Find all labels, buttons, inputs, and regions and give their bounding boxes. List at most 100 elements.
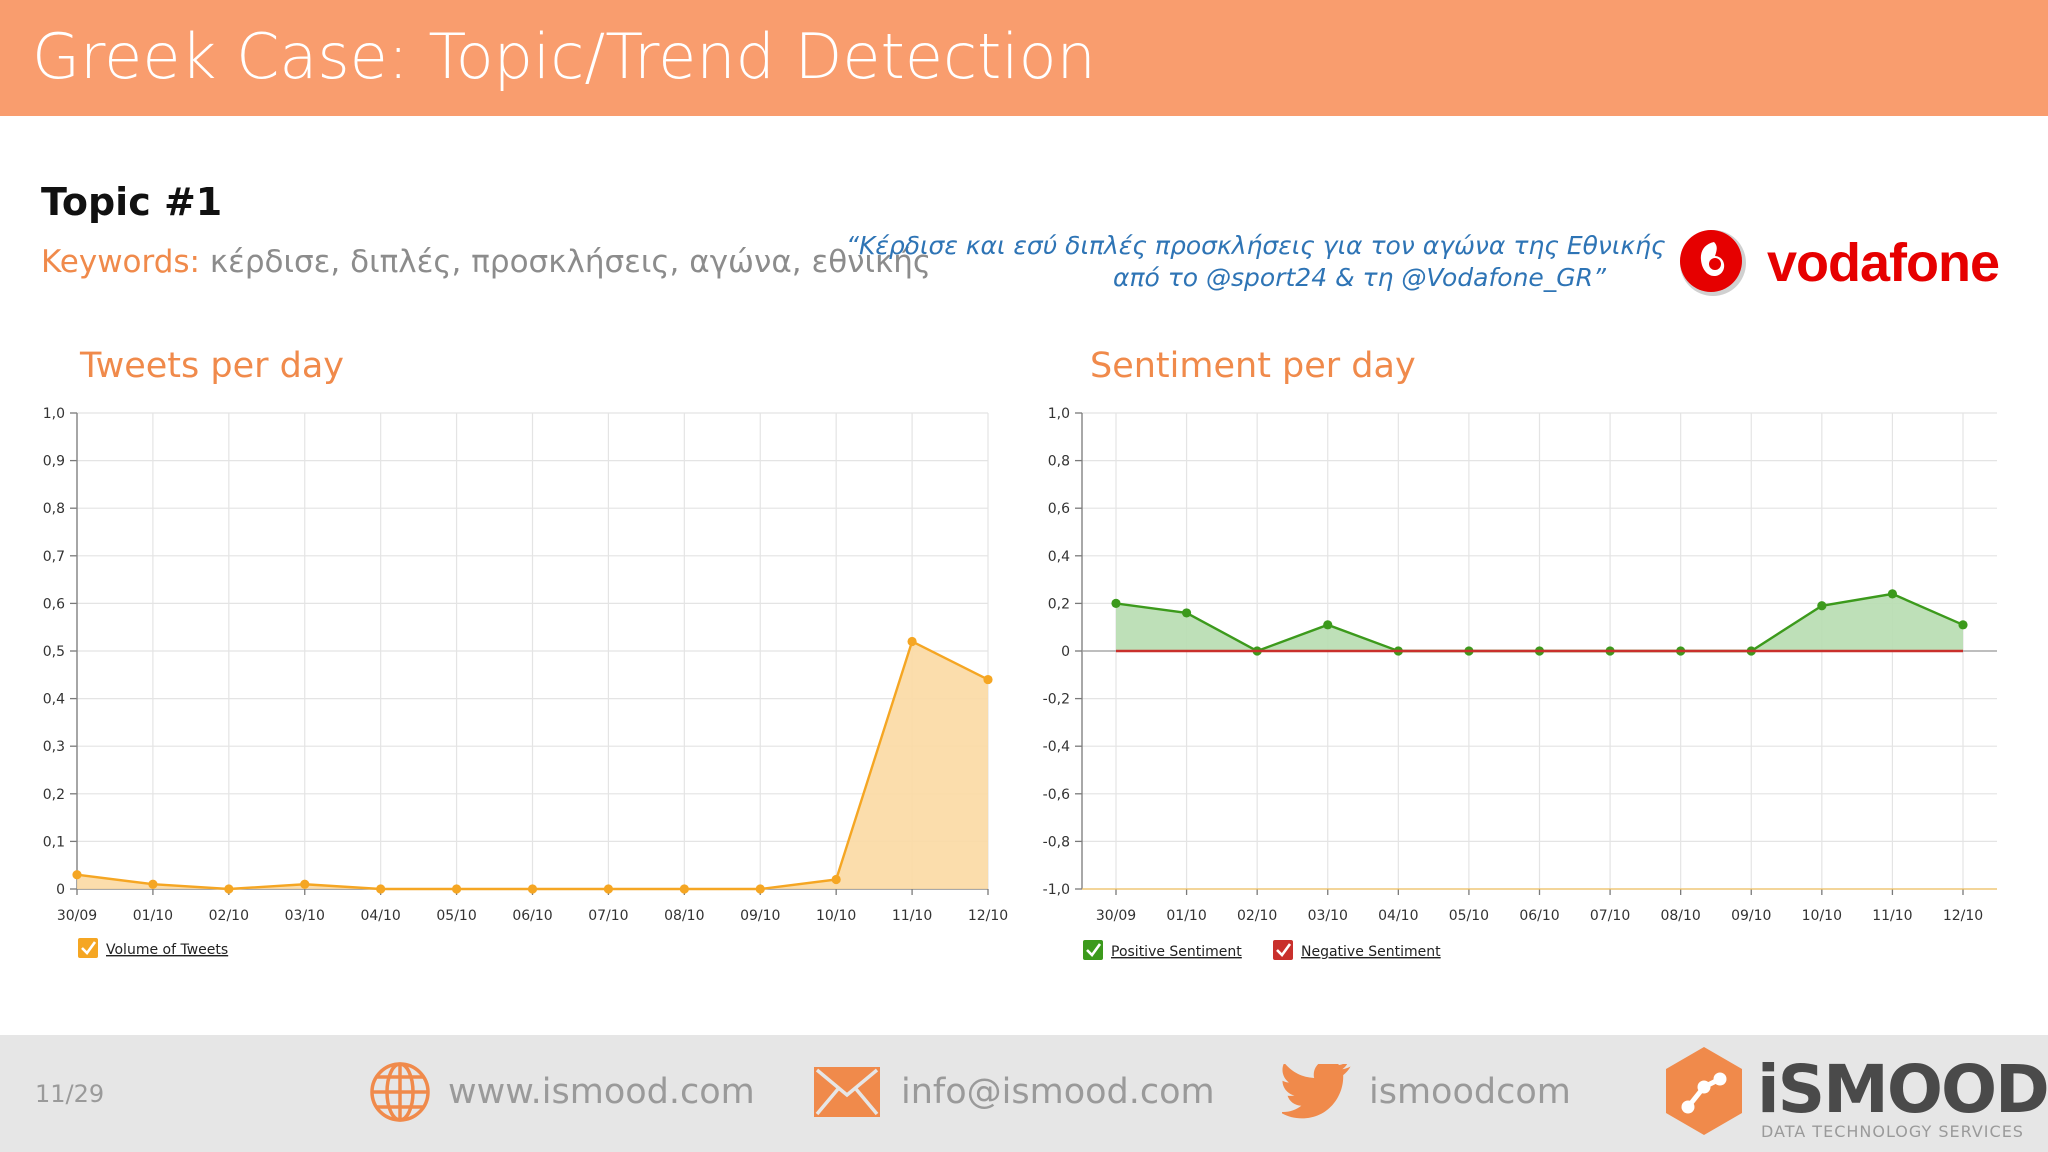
x-tick-label: 08/10 xyxy=(1660,908,1700,924)
x-tick-label: 03/10 xyxy=(285,908,325,924)
keywords-line: Keywords: κέρδισε, διπλές, προσκλήσεις, … xyxy=(41,244,931,280)
y-tick-label: 1,0 xyxy=(43,406,65,422)
charts-canvas: 0 0,1 0,2 0,3 0,4 0,5 0,6 0,7 0,8 0,9 1,0 30/09 01/1… xyxy=(43,406,1997,960)
data-point xyxy=(755,884,765,894)
page-number: 11/29 xyxy=(35,1080,105,1108)
vodafone-logo xyxy=(1680,230,1746,296)
data-point xyxy=(300,879,310,889)
y-tick-label: 0 xyxy=(1061,644,1070,660)
ismood-tagline: DATA TECHNOLOGY SERVICES xyxy=(1761,1122,2024,1141)
email-link[interactable]: info@ismood.com xyxy=(901,1072,1215,1112)
y-tick-label: 0,4 xyxy=(43,692,65,708)
series-area-0 xyxy=(77,641,988,889)
x-tick-label: 02/10 xyxy=(209,908,249,924)
y-tick-label: 0,3 xyxy=(43,739,65,755)
twitter-handle[interactable]: ismoodcom xyxy=(1369,1072,1571,1112)
x-tick-label: 05/10 xyxy=(436,908,476,924)
checkmark-icon xyxy=(1086,943,1102,957)
tweet-quote: “Κέρδισε και εσύ διπλές προσκλήσεις για … xyxy=(846,230,1666,294)
data-point xyxy=(1323,620,1333,630)
x-tick-label: 12/10 xyxy=(968,908,1008,924)
twitter-bird-icon xyxy=(1282,1064,1351,1119)
legend-checkbox-icon xyxy=(78,938,98,958)
x-tick-label: 30/09 xyxy=(57,908,97,924)
ismood-wordmark: iSMOOD xyxy=(1757,1051,2048,1128)
vodafone-wordmark: vodafone xyxy=(1767,233,2000,293)
y-tick-label: 0,2 xyxy=(1048,596,1070,612)
legend-label: Negative Sentiment xyxy=(1301,944,1441,960)
y-tick-label: 0,5 xyxy=(43,644,65,660)
page-title: Greek Case: Topic/Trend Detection xyxy=(32,20,1096,93)
data-point xyxy=(224,884,234,894)
y-tick-label: 0,2 xyxy=(43,787,65,803)
data-point xyxy=(148,879,158,889)
data-point xyxy=(376,884,386,894)
x-tick-label: 11/10 xyxy=(1872,908,1912,924)
y-tick-label: 0,9 xyxy=(43,454,65,470)
x-tick-label: 07/10 xyxy=(1590,908,1630,924)
data-point xyxy=(679,884,689,894)
data-point xyxy=(603,884,614,894)
y-tick-label: 0 xyxy=(56,882,65,898)
y-tick-label: 0,6 xyxy=(43,596,65,612)
y-tick-label: -0,8 xyxy=(1043,834,1070,850)
x-tick-label: 04/10 xyxy=(1378,908,1418,924)
ismood-logo xyxy=(1666,1047,1742,1135)
data-point xyxy=(983,674,993,685)
x-tick-label: 01/10 xyxy=(1166,908,1206,924)
legend-label: Positive Sentiment xyxy=(1111,944,1242,960)
envelope-icon xyxy=(814,1067,880,1117)
data-point xyxy=(527,884,538,894)
keywords-values: κέρδισε, διπλές, προσκλήσεις, αγώνα, εθν… xyxy=(200,244,932,280)
y-tick-label: -1,0 xyxy=(1043,882,1070,898)
x-tick-label: 02/10 xyxy=(1237,908,1277,924)
y-tick-label: -0,6 xyxy=(1043,787,1070,803)
x-tick-label: 06/10 xyxy=(512,908,552,924)
y-tick-label: 0,8 xyxy=(1048,454,1070,470)
checkmark-icon xyxy=(81,941,97,955)
chart-1: -1,0 -0,8 -0,6 -0,4 -0,2 0 0,2 0,4 0,6 0,8 1,0 30/0… xyxy=(1043,406,1997,960)
y-tick-label: 0,6 xyxy=(1048,501,1070,517)
y-tick-label: -0,2 xyxy=(1043,692,1070,708)
data-point xyxy=(72,870,82,880)
website-link[interactable]: www.ismood.com xyxy=(448,1072,755,1112)
legend-label: Volume of Tweets xyxy=(106,942,228,958)
x-tick-label: 03/10 xyxy=(1308,908,1348,924)
series-area-0 xyxy=(1116,593,1963,651)
x-tick-label: 10/10 xyxy=(1802,908,1842,924)
data-point xyxy=(1958,620,1968,630)
legend-checkbox-icon xyxy=(1083,940,1103,960)
y-tick-label: 0,8 xyxy=(43,501,65,517)
data-point xyxy=(451,884,462,894)
x-tick-label: 06/10 xyxy=(1519,908,1559,924)
y-tick-label: -0,4 xyxy=(1043,739,1070,755)
x-tick-label: 07/10 xyxy=(588,908,628,924)
legend-checkbox-icon xyxy=(1273,940,1293,960)
data-point xyxy=(1181,608,1192,618)
topic-heading: Topic #1 xyxy=(41,180,223,224)
data-point xyxy=(907,636,917,647)
data-point xyxy=(1111,598,1121,609)
x-tick-label: 04/10 xyxy=(360,908,400,924)
quote-line-2: από το @sport24 & τη @Vodafone_GR” xyxy=(1112,263,1606,292)
x-tick-label: 11/10 xyxy=(892,908,932,924)
data-point xyxy=(1887,589,1898,599)
sentiment-chart-title: Sentiment per day xyxy=(1090,346,1416,386)
y-tick-label: 0,1 xyxy=(43,834,65,850)
quote-line-1: “Κέρδισε και εσύ διπλές προσκλήσεις για … xyxy=(846,231,1666,260)
y-tick-label: 0,4 xyxy=(1048,549,1070,565)
x-tick-label: 09/10 xyxy=(1731,908,1771,924)
chart-0: 0 0,1 0,2 0,3 0,4 0,5 0,6 0,7 0,8 0,9 1,0 30/09 01/1… xyxy=(43,406,1008,958)
checkmark-icon xyxy=(1276,943,1292,957)
globe-icon xyxy=(370,1062,430,1122)
x-tick-label: 10/10 xyxy=(816,908,856,924)
x-tick-label: 05/10 xyxy=(1449,908,1489,924)
title-bar: Greek Case: Topic/Trend Detection xyxy=(0,0,2048,116)
data-point xyxy=(1817,601,1827,611)
data-point xyxy=(831,874,841,885)
y-tick-label: 0,7 xyxy=(43,549,65,565)
x-tick-label: 30/09 xyxy=(1096,908,1136,924)
keywords-label: Keywords: xyxy=(41,244,200,280)
x-tick-label: 09/10 xyxy=(740,908,780,924)
x-tick-label: 12/10 xyxy=(1943,908,1983,924)
